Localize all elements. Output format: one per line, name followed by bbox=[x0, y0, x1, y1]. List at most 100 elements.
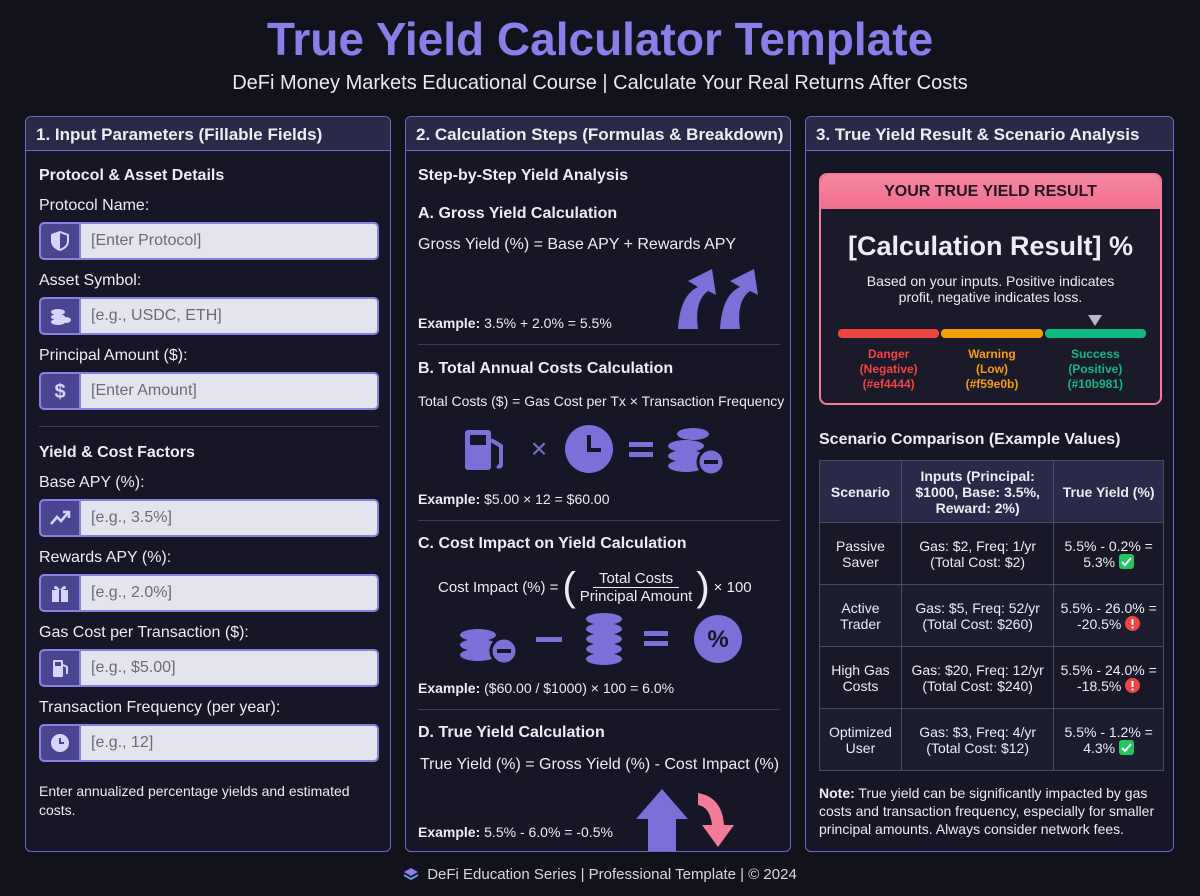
example: Example: 3.5% + 2.0% = 5.5% bbox=[418, 315, 612, 331]
table-cell: Gas: $3, Freq: 4/yr (Total Cost: $12) bbox=[900, 708, 1055, 771]
example-label: Example: bbox=[418, 680, 481, 696]
gauge-name: Warning bbox=[968, 347, 1016, 361]
group-heading: Yield & Cost Factors bbox=[39, 444, 195, 461]
example-label: Example: bbox=[418, 315, 481, 331]
formula: True Yield (%) = Gross Yield (%) - Cost … bbox=[420, 756, 780, 773]
impact-icons: % bbox=[460, 613, 742, 666]
group-heading: Protocol & Asset Details bbox=[39, 167, 225, 184]
field-label: Rewards APY (%): bbox=[39, 549, 172, 566]
table-title: Scenario Comparison (Example Values) bbox=[819, 431, 1121, 448]
cell-text: Passive Saver bbox=[835, 537, 885, 570]
placeholder: [e.g., 2.0%] bbox=[91, 584, 172, 601]
check-icon bbox=[1119, 553, 1135, 569]
panel-title: 3. True Yield Result & Scenario Analysis bbox=[806, 117, 1173, 151]
divider bbox=[418, 520, 780, 521]
example-text: ($60.00 / $1000) × 100 = 6.0% bbox=[484, 680, 675, 696]
step-heading: C. Cost Impact on Yield Calculation bbox=[418, 535, 687, 552]
table-cell: Gas: $5, Freq: 52/yr (Total Cost: $260) bbox=[900, 584, 1055, 647]
cell-text: 5.5% - 0.2% = 5.3% bbox=[1064, 537, 1153, 570]
example: Example: $5.00 × 12 = $60.00 bbox=[418, 491, 609, 507]
divider bbox=[39, 426, 379, 427]
placeholder: [e.g., USDC, ETH] bbox=[91, 307, 222, 324]
field-icon bbox=[41, 576, 81, 610]
field-label: Principal Amount ($): bbox=[39, 347, 188, 364]
table-cell: High Gas Costs bbox=[819, 646, 902, 709]
input-field[interactable]: [e.g., 2.0%] bbox=[39, 574, 379, 612]
table-cell: Active Trader bbox=[819, 584, 902, 647]
table-cell: 5.5% - 26.0% = -20.5% bbox=[1053, 584, 1164, 647]
input-field[interactable]: [e.g., USDC, ETH] bbox=[39, 297, 379, 335]
field-icon bbox=[41, 726, 81, 760]
table-cell: 5.5% - 0.2% = 5.3% bbox=[1053, 522, 1164, 585]
cell-text: Gas: $5, Freq: 52/yr (Total Cost: $260) bbox=[915, 599, 1040, 632]
field-label: Asset Symbol: bbox=[39, 272, 142, 289]
field-label: Protocol Name: bbox=[39, 197, 150, 214]
divider bbox=[418, 344, 780, 345]
gauge-desc: (Positive) bbox=[1068, 362, 1123, 376]
footer-text: DeFi Education Series | Professional Tem… bbox=[427, 866, 797, 883]
field-label: Base APY (%): bbox=[39, 474, 145, 491]
footer: DeFi Education Series | Professional Tem… bbox=[0, 866, 1200, 883]
alert-icon bbox=[1125, 677, 1141, 693]
arrows-icon bbox=[636, 789, 734, 851]
column-header: Inputs (Principal: $1000, Base: 3.5%, Re… bbox=[900, 460, 1055, 523]
cell-text: 5.5% - 26.0% = -20.5% bbox=[1060, 599, 1157, 632]
placeholder: [Enter Amount] bbox=[91, 382, 197, 399]
panel-title: 1. Input Parameters (Fillable Fields) bbox=[26, 117, 390, 151]
alert-icon bbox=[1125, 615, 1141, 631]
scenario-table: Scenario Inputs (Principal: $1000, Base: … bbox=[819, 460, 1164, 771]
input-field[interactable]: $ [Enter Amount] bbox=[39, 372, 379, 410]
step-heading: D. True Yield Calculation bbox=[418, 724, 605, 741]
cell-text: Gas: $3, Freq: 4/yr (Total Cost: $12) bbox=[919, 723, 1036, 756]
cost-icons: × bbox=[465, 425, 726, 476]
check bbox=[1121, 556, 1132, 566]
formula-lead: Cost Impact (%) = bbox=[438, 579, 559, 596]
footer-icon bbox=[403, 868, 419, 881]
input-field[interactable]: [e.g., $5.00] bbox=[39, 649, 379, 687]
field-label: Gas Cost per Transaction ($): bbox=[39, 624, 249, 641]
field-icon bbox=[41, 224, 81, 258]
example: Example: ($60.00 / $1000) × 100 = 6.0% bbox=[418, 680, 674, 696]
page-subtitle: DeFi Money Markets Educational Course | … bbox=[232, 72, 968, 94]
cell-text: Gas: $20, Freq: 12/yr (Total Cost: $240) bbox=[911, 661, 1044, 694]
icon bbox=[51, 230, 69, 252]
table-cell: Passive Saver bbox=[819, 522, 902, 585]
cell-text: 5.5% - 1.2% = 4.3% bbox=[1064, 723, 1153, 756]
gauge-desc: (Low) bbox=[975, 362, 1008, 376]
check bbox=[1121, 742, 1132, 752]
steps-panel: 2. Calculation Steps (Formulas & Breakdo… bbox=[405, 116, 791, 852]
results-panel: 3. True Yield Result & Scenario Analysis… bbox=[805, 116, 1174, 852]
placeholder: [Enter Protocol] bbox=[91, 232, 202, 249]
example: Example: 5.5% - 6.0% = -0.5% bbox=[418, 824, 613, 840]
icon bbox=[51, 734, 69, 752]
input-field[interactable]: [e.g., 3.5%] bbox=[39, 499, 379, 537]
field-icon bbox=[41, 299, 81, 333]
input-field[interactable]: [Enter Protocol] bbox=[39, 222, 379, 260]
column-header: True Yield (%) bbox=[1053, 460, 1164, 523]
icon bbox=[50, 510, 71, 525]
note-label: Note: bbox=[819, 785, 855, 801]
cell-text: Optimized User bbox=[828, 723, 892, 756]
table-cell: Gas: $20, Freq: 12/yr (Total Cost: $240) bbox=[900, 646, 1055, 709]
formula: Total Costs ($) = Gas Cost per Tx × Tran… bbox=[418, 393, 785, 409]
gauge-segment bbox=[941, 329, 1043, 338]
note-text: True yield can be significantly impacted… bbox=[819, 785, 1155, 837]
table-row: Active Trader Gas: $5, Freq: 52/yr (Total… bbox=[819, 584, 1164, 647]
table-cell: Gas: $2, Freq: 1/yr (Total Cost: $2) bbox=[900, 522, 1055, 585]
gauge-name: Danger bbox=[867, 347, 910, 361]
gauge-code: (#10b981) bbox=[1067, 377, 1123, 391]
table-cell: 5.5% - 24.0% = -18.5% bbox=[1053, 646, 1164, 709]
arrows-icon bbox=[678, 269, 758, 329]
denominator: Principal Amount bbox=[579, 588, 693, 605]
gauge-segment bbox=[1044, 329, 1146, 338]
gauge: Danger (Negative) (#ef4444) Warning (Low) (#f… bbox=[837, 315, 1147, 399]
input-field[interactable]: [e.g., 12] bbox=[39, 724, 379, 762]
table-row: Passive Saver Gas: $2, Freq: 1/yr (Total … bbox=[819, 522, 1164, 585]
step-heading: B. Total Annual Costs Calculation bbox=[418, 360, 674, 377]
icon: $ bbox=[54, 381, 65, 403]
placeholder: [e.g., 12] bbox=[91, 734, 154, 751]
table-cell: Optimized User bbox=[819, 708, 902, 771]
steps-subtitle: Step-by-Step Yield Analysis bbox=[418, 167, 629, 184]
gauge-segment bbox=[838, 329, 940, 338]
